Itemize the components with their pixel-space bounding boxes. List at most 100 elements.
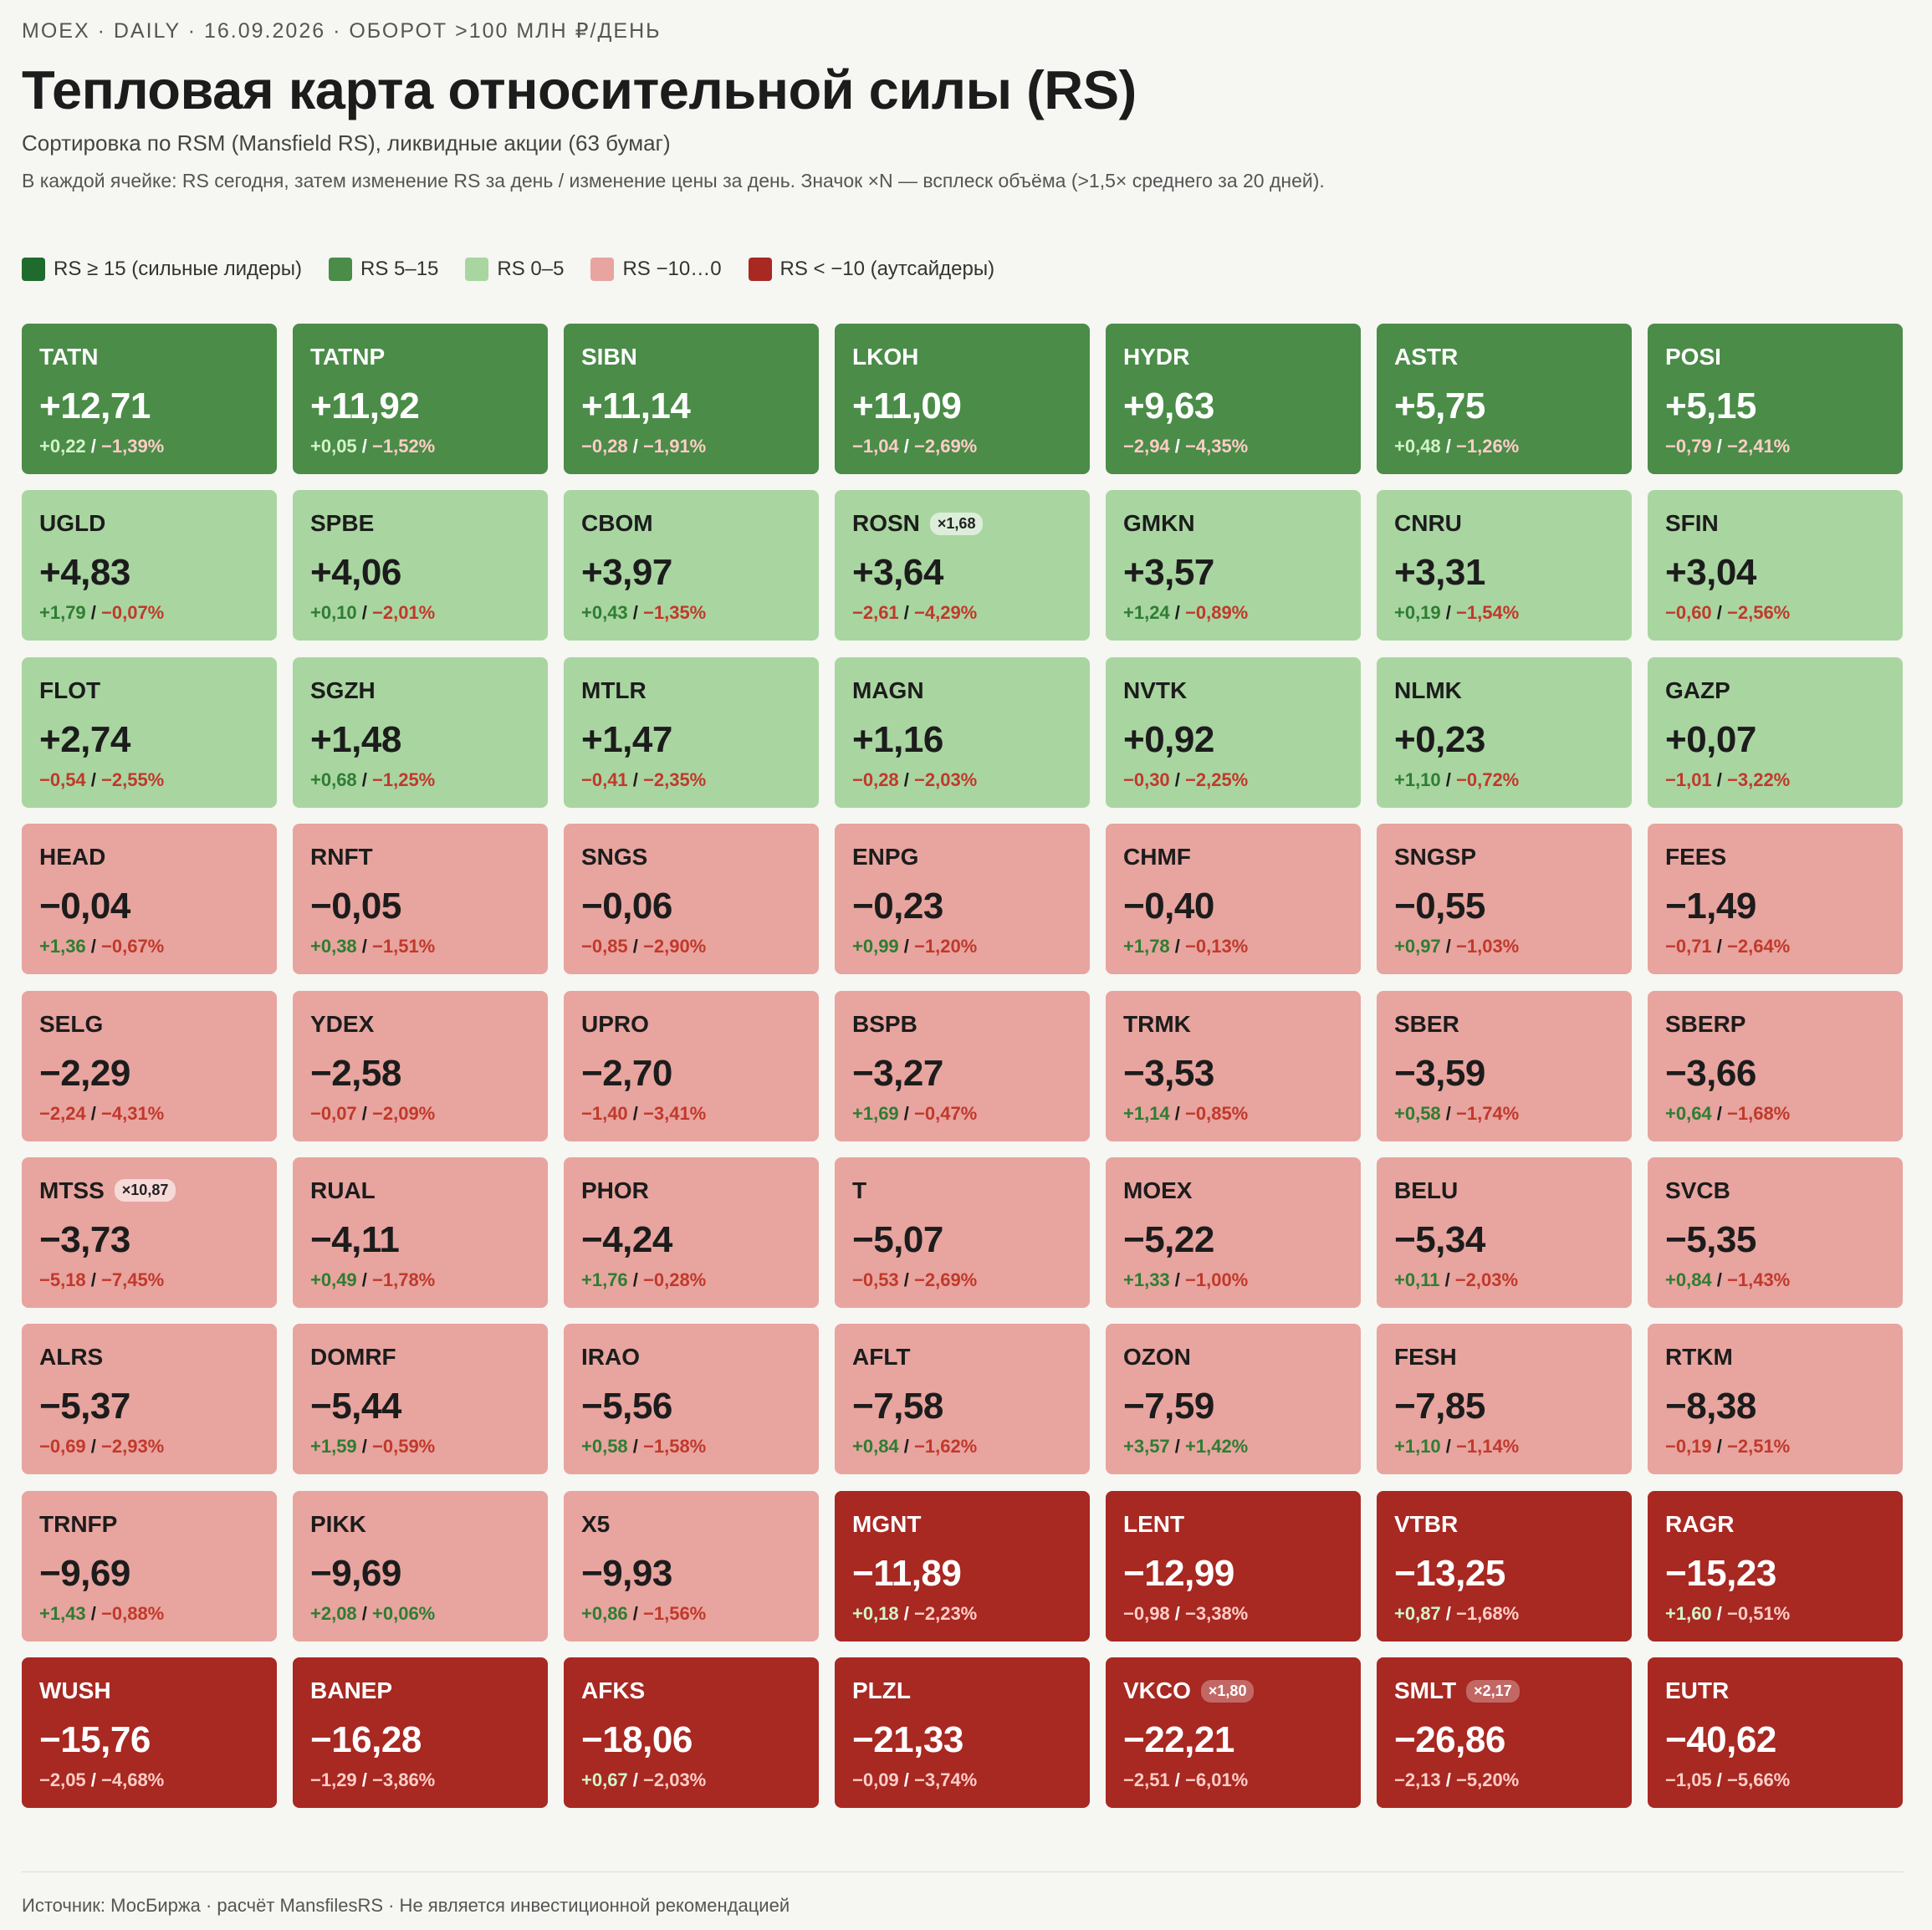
ticker: HYDR xyxy=(1123,344,1190,370)
rs-change: −0,41 xyxy=(581,768,628,790)
tile-header: AFKS xyxy=(581,1677,801,1704)
ticker: SFIN xyxy=(1665,510,1719,537)
rs-change: −1,04 xyxy=(852,436,899,457)
price-change: +0,06% xyxy=(372,1602,436,1624)
rs-change: +0,58 xyxy=(581,1436,628,1458)
separator: / xyxy=(1711,768,1728,790)
changes: −0,53 / −2,69% xyxy=(852,1269,1072,1291)
tile-header: NLMK xyxy=(1394,677,1614,704)
description: В каждой ячейке: RS сегодня, затем измен… xyxy=(22,170,1325,191)
tile: WUSH −15,76 −2,05 / −4,68% xyxy=(22,1657,277,1809)
tile: EUTR −40,62 −1,05 / −5,66% xyxy=(1648,1657,1903,1809)
rs-change: −2,24 xyxy=(39,1102,86,1124)
changes: +1,24 / −0,89% xyxy=(1123,602,1343,624)
rs-value: −0,06 xyxy=(581,886,672,927)
tile-header: ALRS xyxy=(39,1344,259,1371)
rs-change: +1,59 xyxy=(310,1436,357,1458)
ticker: SBER xyxy=(1394,1010,1459,1037)
rs-value: +0,92 xyxy=(1123,718,1214,760)
tile: VKCO ×1,80 −22,21 −2,51 / −6,01% xyxy=(1106,1657,1361,1809)
rs-change: −0,71 xyxy=(1665,936,1712,957)
changes: −2,51 / −6,01% xyxy=(1123,1769,1343,1791)
rs-change: −1,05 xyxy=(1665,1769,1712,1791)
separator: / xyxy=(1440,602,1457,624)
ticker: WUSH xyxy=(39,1677,111,1704)
rs-value: −40,62 xyxy=(1665,1719,1776,1761)
tile: SNGS −0,06 −0,85 / −2,90% xyxy=(564,824,819,975)
price-change: −2,03% xyxy=(1454,1269,1519,1290)
legend-item: RS < −10 (аутсайдеры) xyxy=(748,258,994,281)
tile: DOMRF −5,44 +1,59 / −0,59% xyxy=(293,1324,548,1475)
tile: RAGR −15,23 +1,60 / −0,51% xyxy=(1648,1490,1903,1642)
separator: / xyxy=(356,436,373,457)
rs-change: +0,43 xyxy=(581,602,628,624)
separator: / xyxy=(1440,1436,1457,1458)
tile-header: CBOM xyxy=(581,510,801,537)
tile-header: UPRO xyxy=(581,1011,801,1038)
rs-change: +1,60 xyxy=(1665,1602,1712,1624)
tile-header: GMKN xyxy=(1123,510,1343,537)
rs-change: −2,51 xyxy=(1123,1769,1170,1791)
tile-header: TRNFP xyxy=(39,1511,259,1538)
separator: / xyxy=(356,936,373,957)
price-change: −6,01% xyxy=(1185,1769,1249,1791)
changes: +0,97 / −1,03% xyxy=(1394,936,1614,957)
rs-change: −0,28 xyxy=(852,768,899,790)
ticker: NLMK xyxy=(1394,677,1462,703)
rs-value: +0,07 xyxy=(1665,718,1756,760)
tile-header: RNFT xyxy=(310,844,530,871)
rs-change: −0,07 xyxy=(310,1102,357,1124)
tile: SBERP −3,66 +0,64 / −1,68% xyxy=(1648,990,1903,1141)
rs-value: +4,06 xyxy=(310,552,401,594)
tile: IRAO −5,56 +0,58 / −1,58% xyxy=(564,1324,819,1475)
ticker: TATN xyxy=(39,344,99,370)
separator: / xyxy=(898,768,915,790)
changes: −1,29 / −3,86% xyxy=(310,1769,530,1791)
changes: +1,10 / −0,72% xyxy=(1394,769,1614,791)
tile: CNRU +3,31 +0,19 / −1,54% xyxy=(1377,490,1632,641)
price-change: −1,62% xyxy=(914,1436,978,1458)
price-change: −2,03% xyxy=(643,1769,707,1791)
rs-value: −5,44 xyxy=(310,1386,401,1427)
rs-change: +1,24 xyxy=(1123,602,1170,624)
ticker: TATNP xyxy=(310,344,386,370)
tile: GMKN +3,57 +1,24 / −0,89% xyxy=(1106,490,1361,641)
legend-item: RS −10…0 xyxy=(590,258,722,281)
price-change: −1,68% xyxy=(1727,1102,1791,1124)
rs-value: −2,29 xyxy=(39,1052,130,1094)
price-change: −2,09% xyxy=(372,1102,436,1124)
ticker: PIKK xyxy=(310,1510,366,1537)
separator: / xyxy=(898,602,915,624)
price-change: −2,35% xyxy=(643,768,707,790)
tile-header: VKCO ×1,80 xyxy=(1123,1677,1343,1704)
separator: / xyxy=(1711,1436,1728,1458)
rs-change: +1,14 xyxy=(1123,1102,1170,1124)
price-change: −2,56% xyxy=(1727,602,1791,624)
ticker: RUAL xyxy=(310,1177,376,1203)
rs-value: −3,27 xyxy=(852,1052,943,1094)
tile-header: POSI xyxy=(1665,344,1885,370)
rs-change: +2,08 xyxy=(310,1602,357,1624)
tile-header: HEAD xyxy=(39,844,259,871)
legend-swatch xyxy=(465,258,489,281)
separator: / xyxy=(1711,1102,1728,1124)
rs-change: +0,18 xyxy=(852,1602,899,1624)
price-change: −2,93% xyxy=(101,1436,165,1458)
separator: / xyxy=(1169,936,1186,957)
price-change: −2,69% xyxy=(914,436,978,457)
separator: / xyxy=(1169,1602,1186,1624)
ticker: PLZL xyxy=(852,1677,911,1704)
separator: / xyxy=(1440,1602,1457,1624)
tile: RUAL −4,11 +0,49 / −1,78% xyxy=(293,1156,548,1308)
tile: AFLT −7,58 +0,84 / −1,62% xyxy=(835,1324,1090,1475)
price-change: −2,69% xyxy=(914,1269,978,1290)
ticker: BANEP xyxy=(310,1677,393,1704)
rs-value: −5,34 xyxy=(1394,1218,1485,1260)
rs-change: +0,48 xyxy=(1394,436,1441,457)
tile-header: MTLR xyxy=(581,677,801,704)
rs-value: −9,69 xyxy=(310,1552,401,1594)
tile-header: YDEX xyxy=(310,1011,530,1038)
changes: −0,71 / −2,64% xyxy=(1665,936,1885,957)
tile: GAZP +0,07 −1,01 / −3,22% xyxy=(1648,656,1903,808)
rs-change: +0,84 xyxy=(1665,1269,1712,1290)
